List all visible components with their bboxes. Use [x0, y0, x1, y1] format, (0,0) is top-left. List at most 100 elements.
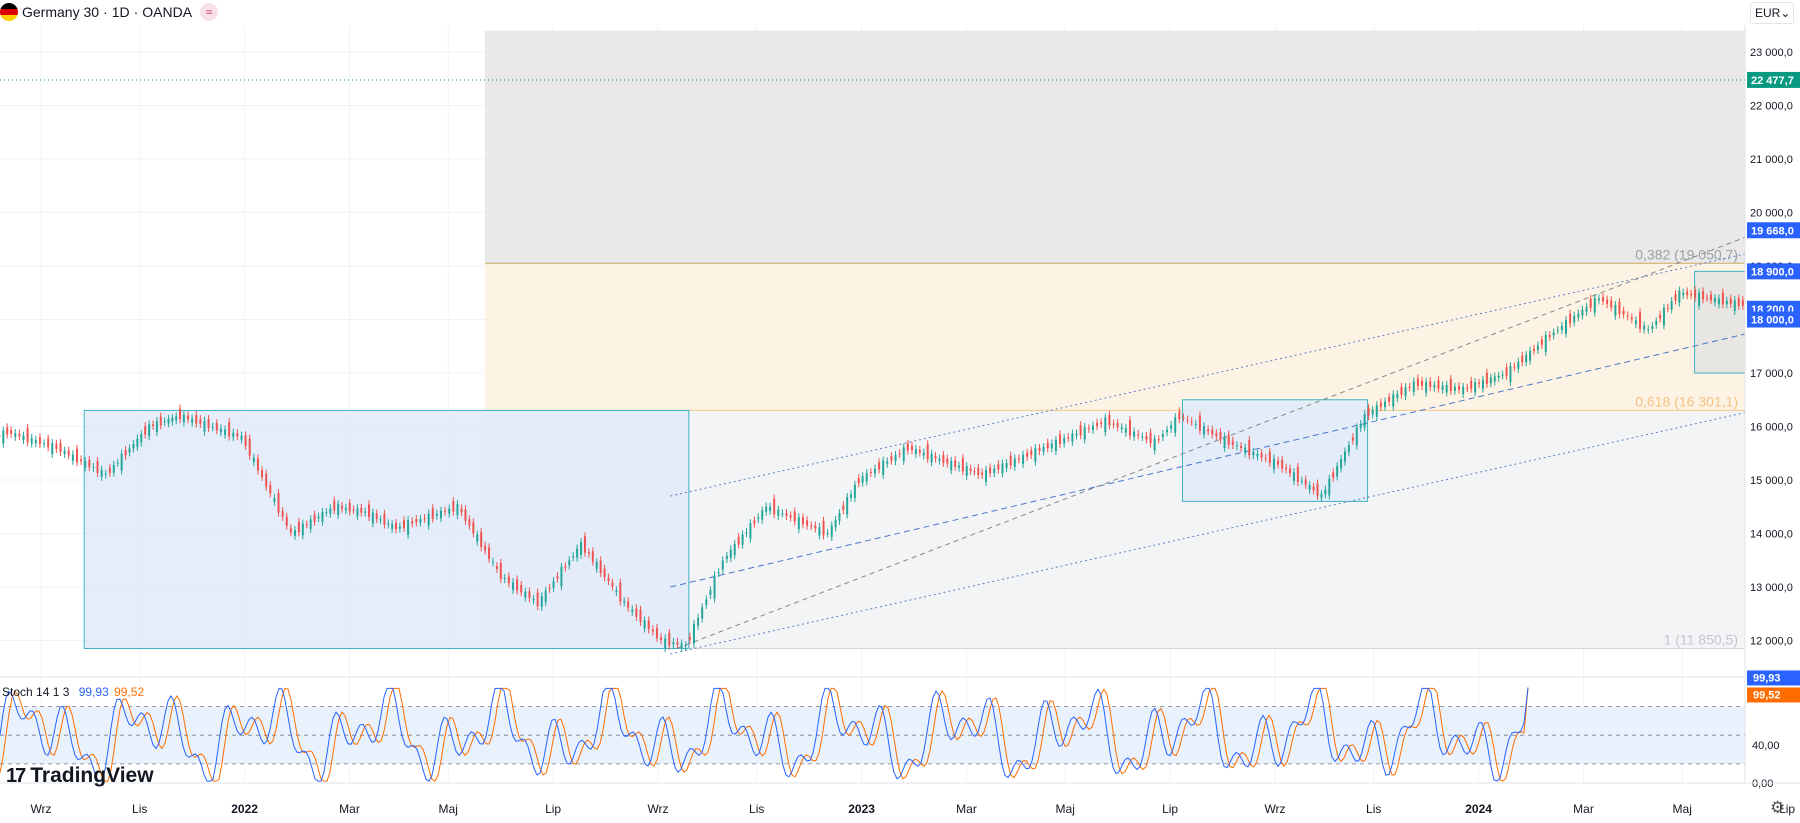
stoch-k-line	[0, 687, 1529, 782]
candle-body	[375, 513, 378, 520]
channel-mid-line	[670, 320, 1800, 588]
candle-body	[1067, 437, 1070, 439]
candle-body	[1030, 450, 1033, 456]
candle-body	[51, 442, 54, 455]
candle-body	[672, 642, 675, 645]
candle-body	[1674, 294, 1677, 301]
candle-body	[1211, 429, 1214, 435]
candle-body	[1706, 297, 1709, 299]
candle-body	[721, 560, 724, 570]
candle-body	[973, 471, 976, 473]
candle-body	[371, 512, 374, 524]
candle-body	[1670, 301, 1673, 310]
candle-body	[84, 461, 87, 468]
candle-body	[1059, 434, 1062, 445]
trend-steep-line	[676, 215, 1800, 649]
candle-body	[906, 443, 909, 451]
candle-body	[997, 464, 1000, 470]
candle-body	[456, 503, 459, 516]
candle-body	[383, 513, 386, 525]
candle-body	[1643, 325, 1646, 330]
candle-body	[958, 465, 961, 468]
candle-body	[918, 450, 921, 453]
candle-body	[890, 456, 893, 461]
fib-label: 0,382 (19 050,7)	[1635, 246, 1738, 262]
candle-body	[444, 510, 447, 512]
stoch-legend[interactable]: Stoch 14 1 3 99,93 99,52	[2, 685, 150, 699]
candle-body	[544, 590, 547, 603]
candle-body	[1087, 428, 1090, 430]
candle-body	[1630, 317, 1633, 320]
candle-body	[159, 416, 162, 426]
price-tick-label: 20 000,0	[1750, 208, 1793, 220]
time-tick-label: Mar	[956, 802, 977, 816]
candle-body	[1096, 422, 1099, 427]
candle-body	[480, 531, 483, 548]
channel-upper-line	[670, 241, 1800, 497]
candle-body	[104, 473, 107, 475]
candle-body	[1733, 300, 1736, 311]
candle-body	[240, 435, 243, 440]
time-tick-label: Maj	[1056, 802, 1075, 816]
candle-body	[1421, 380, 1424, 386]
candle-body	[1741, 300, 1744, 306]
symbol-name: Germany 30	[22, 4, 100, 20]
candle-body	[289, 528, 292, 533]
symbol-header[interactable]: Germany 30 · 1D · OANDA ≈	[0, 0, 219, 24]
candle-body	[1328, 478, 1331, 496]
approx-icon[interactable]: ≈	[200, 3, 219, 21]
candle-body	[309, 519, 312, 529]
candle-body	[894, 454, 897, 462]
candle-body	[484, 545, 487, 551]
candle-body	[1602, 297, 1605, 302]
candle-body	[1552, 332, 1555, 336]
candle-body	[834, 519, 837, 528]
candle-body	[898, 453, 901, 455]
candle-body	[1198, 415, 1201, 431]
candle-body	[152, 424, 155, 426]
candle-body	[1046, 442, 1049, 449]
candle-body	[1277, 460, 1280, 465]
candle-body	[96, 461, 99, 473]
candle-body	[313, 514, 316, 522]
candle-body	[22, 435, 25, 440]
candle-body	[1453, 386, 1456, 391]
time-tick-label: Wrz	[30, 802, 51, 816]
candle-body	[379, 519, 382, 521]
candle-body	[773, 498, 776, 515]
candle-body	[203, 420, 206, 432]
stoch-title: Stoch 14 1 3	[2, 685, 70, 699]
candle-body	[1112, 423, 1115, 425]
header-sep-2: ·	[133, 4, 139, 20]
candle-body	[942, 455, 945, 463]
candle-body	[1248, 439, 1251, 456]
time-tick-label: Lip	[1162, 802, 1178, 816]
candle-body	[826, 532, 829, 534]
gear-icon[interactable]: ⚙	[1770, 798, 1786, 817]
tradingview-logo[interactable]: 17 TradingView	[6, 764, 154, 788]
candle-body	[100, 469, 103, 477]
currency-select[interactable]: EUR ⌄	[1750, 2, 1794, 24]
candle-body	[930, 453, 933, 463]
candle-body	[1260, 452, 1263, 458]
candle-body	[439, 510, 442, 519]
candle-body	[977, 467, 980, 476]
candle-body	[1709, 294, 1712, 301]
candle-body	[1581, 309, 1584, 316]
candle-body	[1384, 401, 1387, 408]
candle-body	[737, 536, 740, 545]
candle-body	[435, 513, 438, 516]
candle-body	[1618, 302, 1621, 315]
candle-body	[395, 522, 398, 530]
candle-body	[853, 484, 856, 499]
candle-body	[167, 418, 170, 424]
candle-body	[407, 520, 410, 535]
header-sep-1: ·	[103, 4, 108, 20]
candle-body	[80, 459, 83, 462]
candle-body	[1367, 407, 1370, 417]
candle-body	[460, 508, 463, 513]
candle-body	[30, 437, 33, 444]
candle-body	[163, 421, 166, 423]
candle-body	[1182, 417, 1185, 419]
